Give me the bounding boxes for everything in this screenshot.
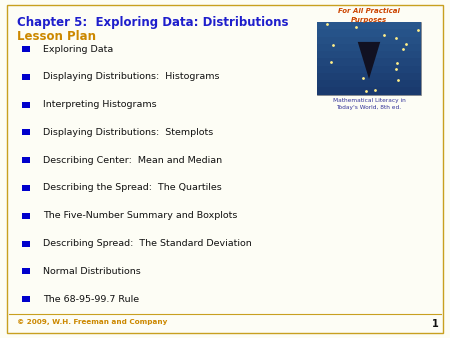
- Text: Describing the Spread:  The Quartiles: Describing the Spread: The Quartiles: [43, 184, 221, 192]
- Bar: [317, 80, 421, 88]
- Bar: [22, 185, 30, 191]
- Bar: [317, 88, 421, 95]
- Text: Describing Spread:  The Standard Deviation: Describing Spread: The Standard Deviatio…: [43, 239, 252, 248]
- Text: Chapter 5:  Exploring Data: Distributions: Chapter 5: Exploring Data: Distributions: [17, 16, 288, 29]
- Bar: [317, 73, 421, 80]
- Text: © 2009, W.H. Freeman and Company: © 2009, W.H. Freeman and Company: [17, 319, 167, 325]
- Text: The Five-Number Summary and Boxplots: The Five-Number Summary and Boxplots: [43, 211, 237, 220]
- Bar: [22, 213, 30, 219]
- Text: Normal Distributions: Normal Distributions: [43, 267, 140, 276]
- Text: Lesson Plan: Lesson Plan: [17, 30, 96, 43]
- Bar: [22, 268, 30, 274]
- Bar: [317, 66, 421, 73]
- Bar: [317, 22, 421, 95]
- Bar: [22, 241, 30, 247]
- Text: 1: 1: [432, 319, 439, 329]
- Bar: [22, 296, 30, 302]
- Bar: [317, 22, 421, 29]
- Bar: [317, 44, 421, 51]
- Text: For All Practical: For All Practical: [338, 8, 400, 15]
- Bar: [22, 157, 30, 163]
- Text: The 68-95-99.7 Rule: The 68-95-99.7 Rule: [43, 295, 139, 304]
- Text: Describing Center:  Mean and Median: Describing Center: Mean and Median: [43, 156, 222, 165]
- Bar: [22, 74, 30, 80]
- Bar: [317, 29, 421, 37]
- Text: Interpreting Histograms: Interpreting Histograms: [43, 100, 157, 109]
- Text: Displaying Distributions:  Histograms: Displaying Distributions: Histograms: [43, 72, 219, 81]
- Text: Exploring Data: Exploring Data: [43, 45, 113, 53]
- Bar: [317, 51, 421, 58]
- Bar: [22, 101, 30, 107]
- Bar: [317, 37, 421, 44]
- Polygon shape: [358, 42, 380, 79]
- Bar: [317, 58, 421, 66]
- Bar: [22, 129, 30, 136]
- Bar: [22, 46, 30, 52]
- Text: Mathematical Literacy in
Today's World, 8th ed.: Mathematical Literacy in Today's World, …: [333, 98, 405, 110]
- Text: Purposes: Purposes: [351, 17, 387, 23]
- Text: Displaying Distributions:  Stemplots: Displaying Distributions: Stemplots: [43, 128, 213, 137]
